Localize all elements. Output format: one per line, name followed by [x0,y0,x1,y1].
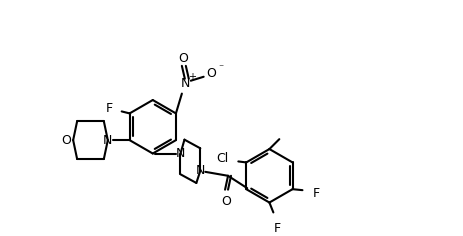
Text: ⁻: ⁻ [218,63,223,73]
Text: O: O [177,52,188,65]
Text: N: N [181,77,190,90]
Text: N: N [195,164,205,177]
Text: O: O [206,67,216,80]
Text: Cl: Cl [216,152,228,165]
Text: F: F [312,187,319,200]
Text: N: N [103,134,112,147]
Text: +: + [188,72,195,82]
Text: O: O [221,195,231,208]
Text: O: O [61,134,71,147]
Text: N: N [175,147,185,160]
Text: F: F [273,222,280,235]
Text: F: F [106,102,113,115]
